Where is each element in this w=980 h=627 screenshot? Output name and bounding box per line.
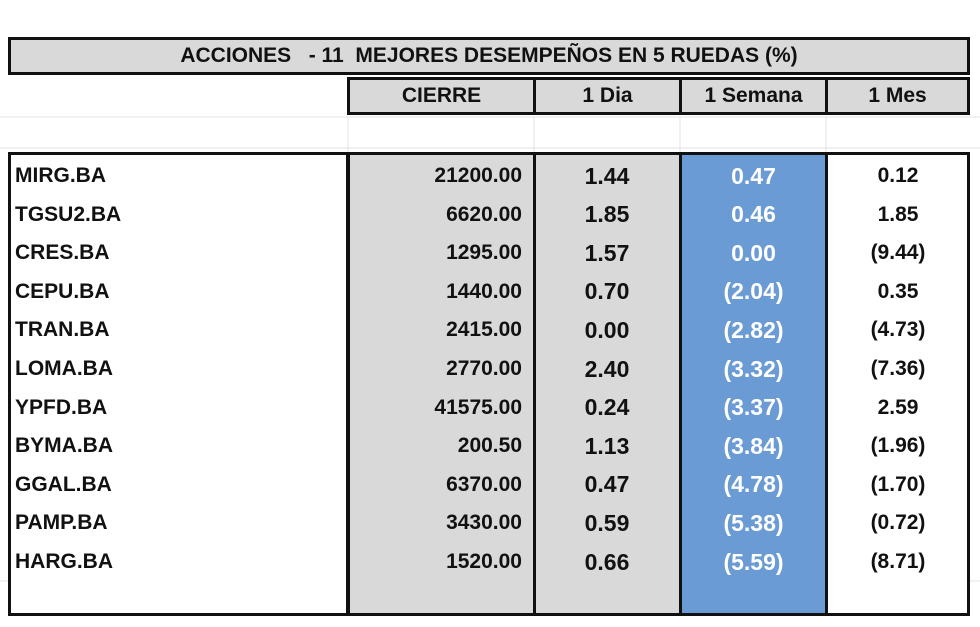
header-1-semana: 1 Semana (679, 77, 828, 115)
mes-cell: (1.96) (870, 434, 926, 458)
table-row: MIRG.BA 21200.00 1.44 0.47 0.12 (0, 157, 980, 195)
semana-cell: 0.46 (731, 201, 776, 228)
cierre-cell: 6620.00 (446, 202, 522, 226)
mes-cell: 0.12 (877, 164, 919, 187)
ticker-cell: CRES.BA (15, 241, 110, 265)
dia-cell: 0.66 (584, 548, 630, 575)
dia-cell: 0.00 (584, 316, 630, 343)
cierre-cell: 6370.00 (446, 472, 522, 496)
table-row: CEPU.BA 1440.00 0.70 (2.04) 0.35 (0, 273, 980, 311)
table-title: ACCIONES - 11 MEJORES DESEMPEÑOS EN 5 RU… (8, 37, 970, 75)
mes-cell: (8.71) (870, 550, 926, 573)
ticker-cell: HARG.BA (15, 550, 113, 573)
semana-cell: 0.00 (731, 239, 776, 266)
semana-cell: (5.38) (723, 509, 784, 536)
semana-cell: (4.78) (723, 471, 784, 498)
table-row: BYMA.BA 200.50 1.13 (3.84) (1.96) (0, 427, 980, 465)
cierre-cell: 41575.00 (434, 395, 522, 419)
mes-cell: (1.70) (870, 472, 926, 496)
ticker-cell: PAMP.BA (15, 511, 108, 535)
mes-cell: 2.59 (877, 395, 919, 419)
column-cierre (347, 152, 536, 616)
table-row: YPFD.BA 41575.00 0.24 (3.37) 2.59 (0, 389, 980, 427)
table-row: CRES.BA 1295.00 1.57 0.00 (9.44) (0, 234, 980, 272)
header-1-mes: 1 Mes (825, 77, 970, 115)
cierre-cell: 1295.00 (446, 241, 522, 265)
column-1-semana (679, 152, 828, 616)
mes-cell: (7.36) (870, 357, 926, 380)
table-row: TRAN.BA 2415.00 0.00 (2.82) (4.73) (0, 311, 980, 349)
dia-cell: 0.59 (584, 509, 630, 536)
table-row: PAMP.BA 3430.00 0.59 (5.38) (0.72) (0, 504, 980, 542)
ticker-cell: MIRG.BA (15, 164, 106, 187)
semana-cell: (2.04) (723, 278, 784, 305)
mes-cell: 0.35 (877, 279, 919, 303)
dia-cell: 0.47 (584, 471, 630, 498)
dia-cell: 1.13 (584, 432, 630, 459)
table-row: HARG.BA 1520.00 0.66 (5.59) (8.71) (0, 543, 980, 581)
mes-cell: (9.44) (870, 241, 926, 265)
ticker-cell: BYMA.BA (15, 434, 113, 458)
cierre-cell: 1520.00 (446, 550, 522, 573)
header-cierre: CIERRE (347, 77, 536, 115)
cierre-cell: 21200.00 (434, 164, 522, 187)
semana-cell: (3.37) (723, 394, 784, 421)
header-1-dia: 1 Dia (533, 77, 682, 115)
semana-cell: (3.32) (723, 355, 784, 382)
semana-cell: 0.47 (731, 162, 776, 189)
dia-cell: 1.85 (584, 201, 630, 228)
table-row: TGSU2.BA 6620.00 1.85 0.46 1.85 (0, 196, 980, 234)
cierre-cell: 3430.00 (446, 511, 522, 535)
ticker-cell: LOMA.BA (15, 357, 113, 380)
ticker-cell: YPFD.BA (15, 395, 108, 419)
mes-cell: (4.73) (870, 318, 926, 342)
cierre-cell: 2770.00 (446, 357, 522, 380)
column-1-dia (533, 152, 682, 616)
dia-cell: 0.70 (584, 278, 630, 305)
ticker-cell: GGAL.BA (15, 472, 112, 496)
dia-cell: 0.24 (584, 394, 630, 421)
column-1-mes (825, 152, 970, 616)
dia-cell: 2.40 (584, 355, 630, 382)
ticker-cell: CEPU.BA (15, 279, 110, 303)
table-row: LOMA.BA 2770.00 2.40 (3.32) (7.36) (0, 350, 980, 388)
cierre-cell: 2415.00 (446, 318, 522, 342)
column-ticker (8, 152, 349, 616)
mes-cell: 1.85 (877, 202, 919, 226)
cierre-cell: 200.50 (457, 434, 522, 458)
dia-cell: 1.44 (584, 162, 630, 189)
cierre-cell: 1440.00 (446, 279, 522, 303)
semana-cell: (2.82) (723, 316, 784, 343)
table-row: GGAL.BA 6370.00 0.47 (4.78) (1.70) (0, 466, 980, 504)
mes-cell: (0.72) (870, 511, 926, 535)
dia-cell: 1.57 (584, 239, 630, 266)
semana-cell: (3.84) (723, 432, 784, 459)
semana-cell: (5.59) (723, 548, 784, 575)
ticker-cell: TRAN.BA (15, 318, 110, 342)
ticker-cell: TGSU2.BA (15, 202, 122, 226)
